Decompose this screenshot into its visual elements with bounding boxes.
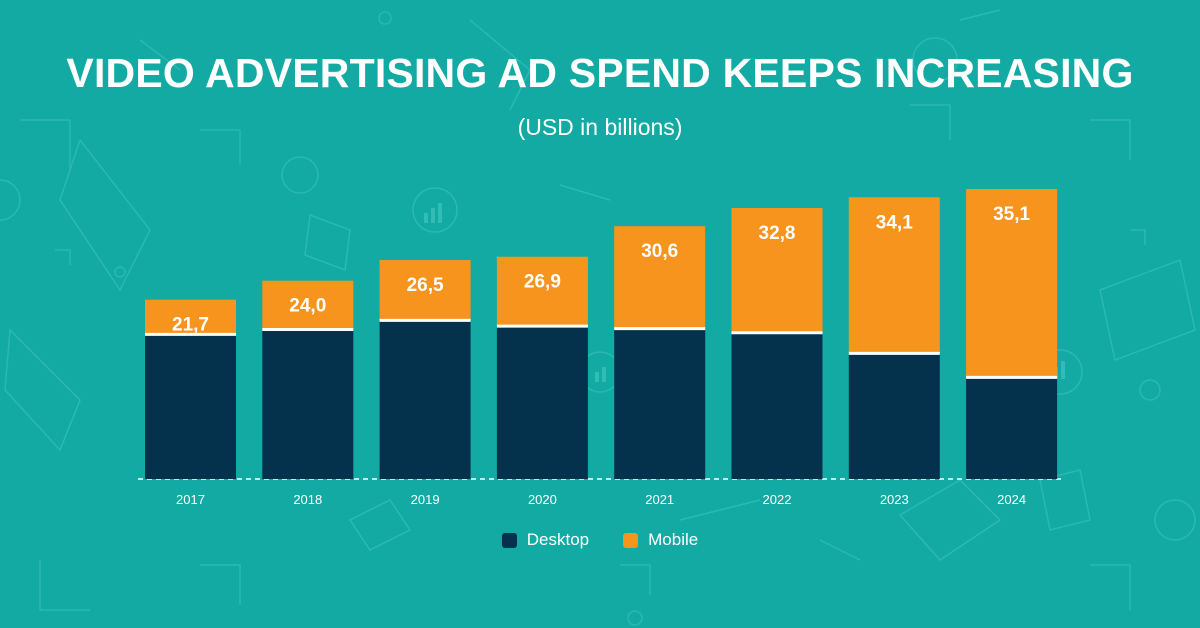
legend-swatch-desktop	[501, 532, 517, 548]
data-label-2024: 35,1	[993, 204, 1030, 225]
legend-label-mobile: Mobile	[648, 530, 699, 549]
data-label-2019: 26,5	[407, 275, 444, 296]
bar-desktop-2024	[966, 377, 1058, 479]
bar-mobile-2020	[496, 256, 588, 327]
bar-mobile-2019	[379, 260, 471, 321]
data-label-2023: 34,1	[876, 212, 913, 233]
bar-desktop-2017	[145, 334, 236, 479]
bar-desktop-2018	[262, 329, 354, 479]
bar-desktop-2021	[614, 328, 706, 479]
legend-item-mobile: Mobile	[623, 530, 698, 550]
x-tick-label-2022: 2022	[763, 492, 792, 507]
bar-mobile-2018	[262, 280, 354, 330]
legend-item-desktop: Desktop	[501, 530, 590, 550]
legend: Desktop Mobile	[0, 530, 1200, 550]
bar-desktop-2019	[379, 320, 471, 479]
x-tick-label-2024: 2024	[997, 492, 1026, 507]
bar-mobile-2023	[848, 197, 940, 354]
chart-title: VIDEO ADVERTISING AD SPEND KEEPS INCREAS…	[66, 50, 1134, 96]
bar-desktop-2022	[731, 332, 823, 479]
x-tick-label-2017: 2017	[176, 492, 205, 507]
legend-label-desktop: Desktop	[526, 530, 590, 549]
data-label-2021: 30,6	[641, 241, 678, 262]
data-label-2020: 26,9	[524, 272, 561, 293]
x-tick-label-2019: 2019	[411, 492, 440, 507]
bar-mobile-2024	[966, 189, 1058, 378]
data-label-2017: 21,7	[172, 315, 209, 336]
data-label-2022: 32,8	[759, 223, 796, 244]
bar-mobile-2022	[731, 208, 823, 333]
bar-mobile-2017	[145, 299, 236, 335]
bar-desktop-2023	[848, 353, 940, 479]
x-tick-label-2020: 2020	[528, 492, 557, 507]
bar-mobile-2021	[614, 226, 706, 329]
data-label-2018: 24,0	[289, 296, 326, 317]
x-tick-label-2021: 2021	[645, 492, 674, 507]
x-tick-label-2018: 2018	[293, 492, 322, 507]
chart-subtitle: (USD in billions)	[517, 114, 683, 140]
x-tick-label-2023: 2023	[880, 492, 909, 507]
legend-swatch-mobile	[623, 532, 639, 548]
bar-desktop-2020	[496, 326, 588, 479]
